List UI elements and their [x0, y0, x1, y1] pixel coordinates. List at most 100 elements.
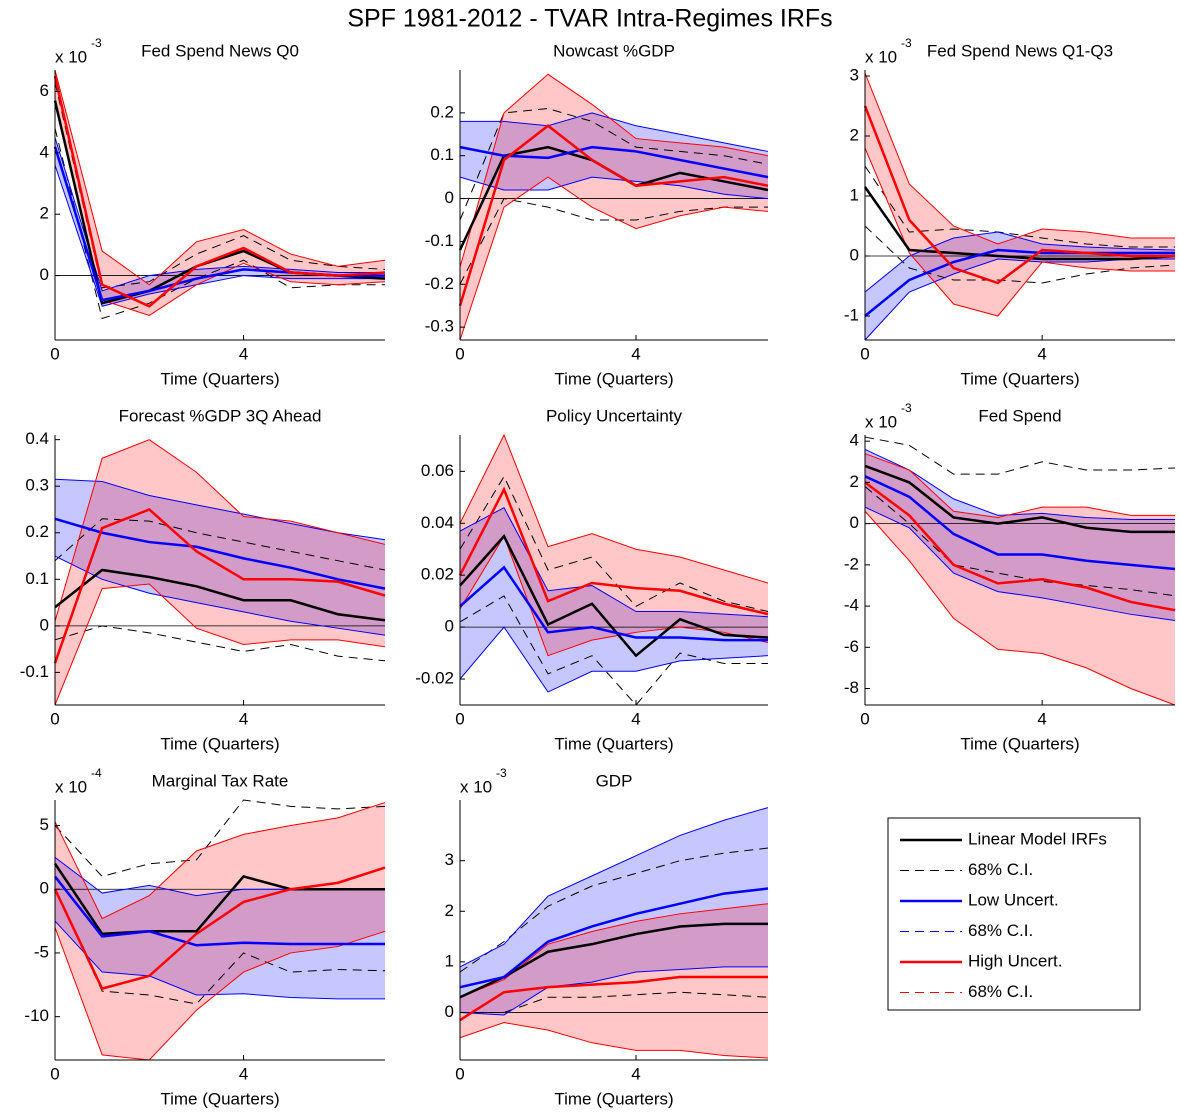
x-axis-label: Time (Quarters)	[160, 1089, 279, 1108]
x-tick-label: 0	[860, 344, 869, 363]
ci-band	[55, 857, 385, 999]
subplot-title: Policy Uncertainty	[546, 406, 683, 425]
ci-line	[459, 176, 769, 200]
irf-line	[864, 481, 1176, 612]
irf-line	[864, 464, 1175, 534]
ci-band	[460, 507, 768, 693]
y-tick-label: -5	[34, 942, 49, 961]
y-tick-label: 0.1	[25, 569, 49, 588]
irf-line	[864, 248, 1175, 317]
ci-line	[864, 506, 1176, 621]
x-tick-label: 4	[239, 709, 248, 728]
y-tick-label: 2	[40, 204, 49, 223]
y-tick-label: 0.06	[421, 461, 454, 480]
y-tick-label: -4	[844, 596, 859, 615]
multiplier-base: x 10	[55, 47, 87, 66]
x-tick-label: 4	[239, 344, 248, 363]
y-tick-label: 1	[850, 185, 859, 204]
x-axis-label: Time (Quarters)	[160, 734, 279, 753]
ci-line	[864, 231, 1176, 293]
ci-line	[459, 807, 769, 968]
subplot-title: Nowcast %GDP	[553, 41, 675, 60]
x-tick-label: 0	[50, 344, 59, 363]
subplot-title: Fed Spend	[978, 406, 1061, 425]
irf-line	[458, 486, 769, 616]
ci-band	[55, 137, 385, 307]
y-tick-label: 0.1	[430, 145, 454, 164]
y-tick-label: -0.02	[415, 669, 454, 688]
ci-line	[54, 518, 386, 571]
ci-line	[864, 147, 1175, 317]
y-tick-label: 0	[445, 188, 454, 207]
subplot-title: Marginal Tax Rate	[152, 771, 289, 790]
multiplier-base: x 10	[55, 777, 87, 796]
y-tick-label: -8	[844, 678, 859, 697]
ci-line	[459, 176, 769, 341]
legend-box	[887, 817, 1141, 1011]
irf-line	[53, 75, 386, 308]
x-tick-label: 0	[860, 709, 869, 728]
y-tick-label: 0	[40, 615, 49, 634]
ci-line	[54, 439, 386, 622]
y-tick-label: -0.1	[20, 662, 49, 681]
irf-line	[459, 145, 769, 179]
y-tick-label: -10	[24, 1006, 49, 1025]
y-tick-label: 2	[445, 901, 454, 920]
ci-band	[460, 74, 768, 341]
x-axis-label: Time (Quarters)	[554, 734, 673, 753]
y-tick-label: 0	[850, 245, 859, 264]
ci-band	[460, 807, 768, 1015]
ci-line	[459, 626, 769, 693]
x-axis-label: Time (Quarters)	[960, 734, 1079, 753]
ci-band	[865, 453, 1175, 705]
ci-line	[54, 802, 386, 920]
y-tick-label: -1	[844, 305, 859, 324]
legend-label: 68% C.I.	[968, 921, 1033, 940]
ci-band	[55, 479, 385, 636]
y-tick-label: 0	[850, 513, 859, 532]
ci-band	[55, 439, 385, 705]
x-tick-label: 4	[1037, 709, 1046, 728]
ci-line	[54, 625, 386, 662]
ci-line	[54, 583, 386, 706]
legend-label: Low Uncert.	[968, 890, 1059, 909]
multiplier-exponent: -3	[901, 36, 912, 50]
ci-line	[459, 1022, 769, 1059]
y-tick-label: 4	[850, 431, 859, 450]
y-tick-label: 0.04	[421, 513, 454, 532]
x-tick-label: 4	[631, 1064, 640, 1083]
ci-band	[55, 802, 385, 1060]
irf-line	[459, 887, 769, 989]
y-tick-label: 1	[445, 951, 454, 970]
ci-band	[55, 70, 385, 316]
irf-line	[53, 863, 385, 936]
ci-line	[864, 448, 1175, 521]
ci-line	[864, 72, 1175, 245]
ci-line	[459, 966, 768, 1016]
multiplier-exponent: -4	[91, 766, 102, 780]
y-tick-label: 0.2	[25, 522, 49, 541]
y-tick-label: 0	[40, 879, 49, 898]
legend-label: High Uncert.	[968, 951, 1062, 970]
x-tick-label: 0	[50, 1064, 59, 1083]
x-tick-label: 4	[1037, 344, 1046, 363]
irf-line	[458, 124, 769, 307]
y-tick-label: -6	[844, 637, 859, 656]
ci-line	[864, 453, 1175, 518]
ci-line	[459, 433, 769, 584]
ci-line	[864, 486, 1176, 597]
ci-line	[459, 108, 769, 221]
ci-line	[54, 164, 385, 307]
multiplier-base: x 10	[865, 47, 897, 66]
y-tick-label: 6	[40, 81, 49, 100]
ci-line	[864, 225, 1176, 284]
x-tick-label: 0	[455, 1064, 464, 1083]
irf-line	[459, 975, 768, 1022]
x-axis-label: Time (Quarters)	[554, 369, 673, 388]
y-tick-label: 3	[445, 850, 454, 869]
x-axis-label: Time (Quarters)	[554, 1089, 673, 1108]
irf-line	[459, 565, 768, 642]
legend-label: 68% C.I.	[968, 982, 1033, 1001]
